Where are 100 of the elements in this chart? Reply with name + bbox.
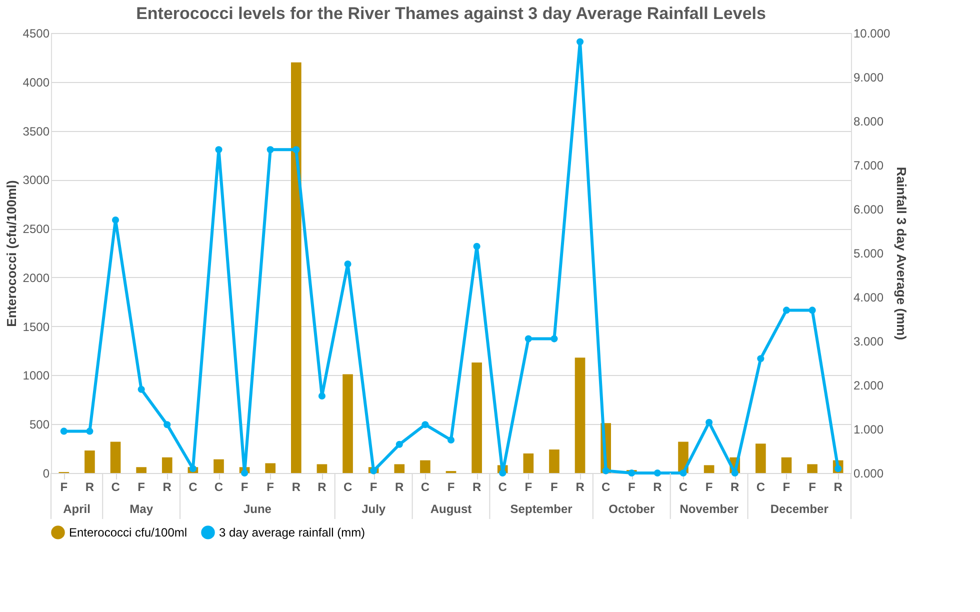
x-tick-label: C bbox=[343, 480, 352, 494]
text: October bbox=[608, 502, 655, 516]
point bbox=[422, 421, 429, 428]
point bbox=[550, 335, 558, 342]
point bbox=[524, 335, 532, 342]
point bbox=[654, 469, 661, 477]
bar bbox=[574, 358, 586, 473]
legend-label: 3 day average rainfall (mm) bbox=[219, 525, 366, 540]
x-tick-label: F bbox=[447, 480, 455, 494]
x-tick-label: F bbox=[524, 480, 532, 494]
text: November bbox=[680, 502, 739, 516]
y2-tick-label: 4.000 bbox=[854, 290, 884, 304]
y-tick-label: 2000 bbox=[22, 270, 50, 285]
x-tick-label: F bbox=[782, 480, 790, 494]
text: December bbox=[770, 502, 829, 516]
point bbox=[86, 428, 94, 435]
y2-tick-label: 7.000 bbox=[854, 158, 884, 172]
point bbox=[808, 306, 816, 314]
point bbox=[215, 146, 222, 154]
point bbox=[782, 306, 790, 314]
bar bbox=[265, 463, 276, 473]
y2-tick-label: 9.000 bbox=[854, 70, 884, 84]
text: August bbox=[430, 502, 472, 516]
y2-tick-label: 1.000 bbox=[854, 422, 884, 436]
point bbox=[344, 260, 352, 268]
bar bbox=[394, 464, 405, 473]
point bbox=[731, 469, 738, 477]
point bbox=[706, 418, 713, 426]
x-tick-label: F bbox=[628, 480, 636, 494]
y2-tick-label: 3.000 bbox=[854, 334, 884, 348]
point bbox=[576, 38, 584, 46]
point bbox=[602, 467, 610, 474]
legend-label: Enterococci cfu/100ml bbox=[69, 525, 188, 540]
chart-title: Enterococci levels for the River Thames against 3 day Average Rainfall Levels bbox=[136, 4, 766, 23]
bar bbox=[523, 453, 534, 473]
x-tick-label: R bbox=[318, 480, 327, 494]
y-tick-label: 0 bbox=[42, 466, 50, 480]
x-tick-label: F bbox=[60, 480, 68, 494]
x-tick-label: R bbox=[162, 480, 172, 494]
y-tick-label: 4500 bbox=[22, 26, 50, 40]
bar bbox=[420, 460, 430, 473]
x-tick-label: R bbox=[653, 480, 662, 494]
point bbox=[628, 469, 636, 477]
point bbox=[164, 421, 171, 428]
x-tick-label: F bbox=[808, 480, 816, 494]
y2-tick-label: 0.000 bbox=[854, 466, 884, 480]
x-tick-label: F bbox=[138, 480, 145, 494]
point bbox=[60, 428, 68, 435]
point bbox=[138, 386, 145, 393]
bar bbox=[84, 450, 95, 473]
text: April bbox=[63, 502, 90, 516]
y2-tick-label: 8.000 bbox=[854, 114, 884, 128]
y2-tick-label: 2.000 bbox=[854, 378, 884, 392]
y-axis-title: Enterococci (cfu/100ml) bbox=[4, 180, 19, 327]
bar bbox=[549, 450, 560, 473]
bar bbox=[291, 62, 302, 473]
x-tick-label: R bbox=[834, 480, 843, 494]
y2-tick-label: 6.000 bbox=[854, 202, 884, 216]
x-tick-label: F bbox=[550, 480, 558, 494]
y-tick-label: 1000 bbox=[22, 368, 50, 383]
text: May bbox=[130, 502, 154, 516]
bar bbox=[316, 464, 328, 473]
y2-axis-title: Rainfall 3 day Average (mm) bbox=[894, 166, 910, 340]
text: June bbox=[243, 502, 272, 516]
y-tick-label: 3000 bbox=[22, 173, 50, 188]
x-tick-label: R bbox=[472, 480, 482, 494]
x-tick-label: R bbox=[85, 480, 94, 494]
x-tick-label: R bbox=[292, 480, 301, 494]
point bbox=[499, 469, 506, 477]
x-tick-label: F bbox=[370, 480, 378, 494]
point bbox=[318, 392, 326, 400]
text: September bbox=[510, 502, 573, 516]
point bbox=[241, 469, 248, 477]
point bbox=[680, 469, 687, 477]
y-tick-label: 3500 bbox=[22, 124, 50, 138]
bar bbox=[756, 444, 766, 473]
x-tick-label: C bbox=[602, 480, 611, 494]
point bbox=[447, 436, 455, 444]
bar bbox=[807, 464, 818, 473]
x-tick-label: F bbox=[240, 480, 248, 494]
x-tick-label: F bbox=[705, 480, 713, 494]
x-tick-label: F bbox=[266, 480, 274, 494]
x-tick-label: C bbox=[188, 480, 198, 494]
text: July bbox=[362, 502, 386, 516]
y-tick-label: 500 bbox=[29, 418, 50, 432]
y-tick-label: 4000 bbox=[22, 75, 50, 90]
x-tick-label: R bbox=[576, 480, 585, 494]
y2-tick-label: 5.000 bbox=[854, 246, 884, 260]
point bbox=[396, 440, 403, 448]
x-tick-label: C bbox=[111, 480, 120, 494]
point bbox=[757, 355, 764, 362]
x-tick-label: R bbox=[730, 480, 740, 494]
y-tick-label: 2500 bbox=[22, 222, 50, 236]
y2-tick-label: 10.000 bbox=[854, 26, 891, 40]
point bbox=[112, 216, 120, 224]
x-tick-label: R bbox=[395, 480, 404, 494]
bar bbox=[214, 459, 224, 473]
y-tick-label: 1500 bbox=[22, 320, 50, 334]
bar bbox=[704, 465, 714, 473]
x-tick-label: C bbox=[214, 480, 224, 494]
